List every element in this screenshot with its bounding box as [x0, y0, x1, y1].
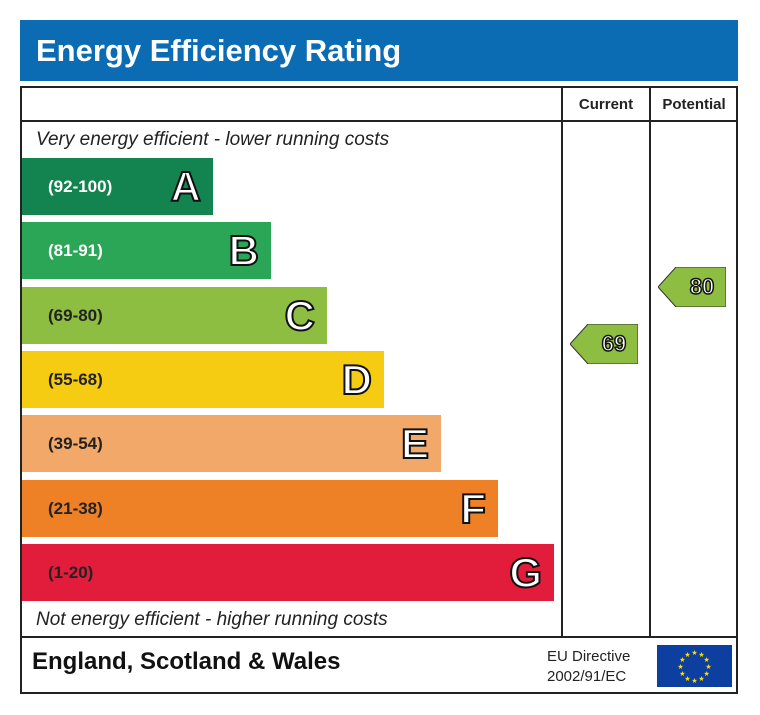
band-letter: G [508, 548, 543, 597]
directive-line2: 2002/91/EC [547, 668, 627, 685]
current-rating-arrow: 69 [570, 323, 638, 364]
svg-text:★: ★ [679, 670, 685, 678]
band-range: (81-91) [48, 241, 103, 261]
column-divider [561, 86, 563, 638]
svg-text:★: ★ [705, 663, 711, 671]
current-rating-value: 69 [601, 330, 627, 357]
header-divider [20, 120, 738, 122]
bottom-note: Not energy efficient - higher running co… [36, 609, 388, 630]
svg-text:★: ★ [691, 677, 697, 685]
band-bar-f: (21-38) F [22, 479, 498, 537]
chart-frame [20, 86, 738, 694]
band-bar-a: (92-100) A [22, 158, 213, 215]
country-label: England, Scotland & Wales [32, 648, 341, 675]
potential-rating-arrow: 80 [658, 266, 726, 307]
svg-text:★: ★ [679, 656, 685, 664]
band-letter: A [170, 162, 202, 211]
band-bar-b: (81-91) B [22, 222, 271, 280]
directive-line1: EU Directive [547, 648, 631, 665]
current-column-header: Current [578, 96, 634, 113]
band-letter: F [459, 484, 487, 533]
band-letter: B [228, 226, 260, 275]
svg-text:★: ★ [684, 675, 690, 683]
band-range: (55-68) [48, 369, 103, 389]
svg-text:★: ★ [691, 649, 697, 657]
band-range: (1-20) [48, 562, 94, 582]
band-letter: E [400, 419, 430, 468]
potential-rating-value: 80 [689, 273, 715, 300]
band-bar-c: (69-80) C [22, 286, 327, 344]
band-range: (21-38) [48, 498, 103, 518]
svg-text:★: ★ [677, 663, 683, 671]
page-title: Energy Efficiency Rating [20, 20, 738, 81]
svg-text:★: ★ [684, 651, 690, 659]
svg-text:★: ★ [698, 651, 704, 659]
band-range: (69-80) [48, 305, 103, 325]
band-bar-d: (55-68) D [22, 350, 384, 408]
eu-flag-icon: ★ ★ ★ ★ ★ ★ ★ ★ ★ ★ ★ ★ [657, 645, 732, 687]
potential-column-header: Potential [662, 96, 726, 113]
svg-text:★: ★ [698, 675, 704, 683]
band-range: (39-54) [48, 434, 103, 454]
svg-text:★: ★ [703, 670, 709, 678]
top-note: Very energy efficient - lower running co… [36, 129, 390, 150]
band-letter: D [341, 355, 373, 404]
band-range: (92-100) [48, 177, 113, 196]
band-bar-e: (39-54) E [22, 415, 441, 473]
band-bar-g: (1-20) G [22, 543, 554, 601]
band-letter: C [284, 291, 316, 340]
column-divider [649, 86, 651, 638]
eu-directive: EU Directive 2002/91/EC [547, 647, 630, 687]
svg-text:★: ★ [703, 656, 709, 664]
footer-divider [20, 636, 738, 638]
